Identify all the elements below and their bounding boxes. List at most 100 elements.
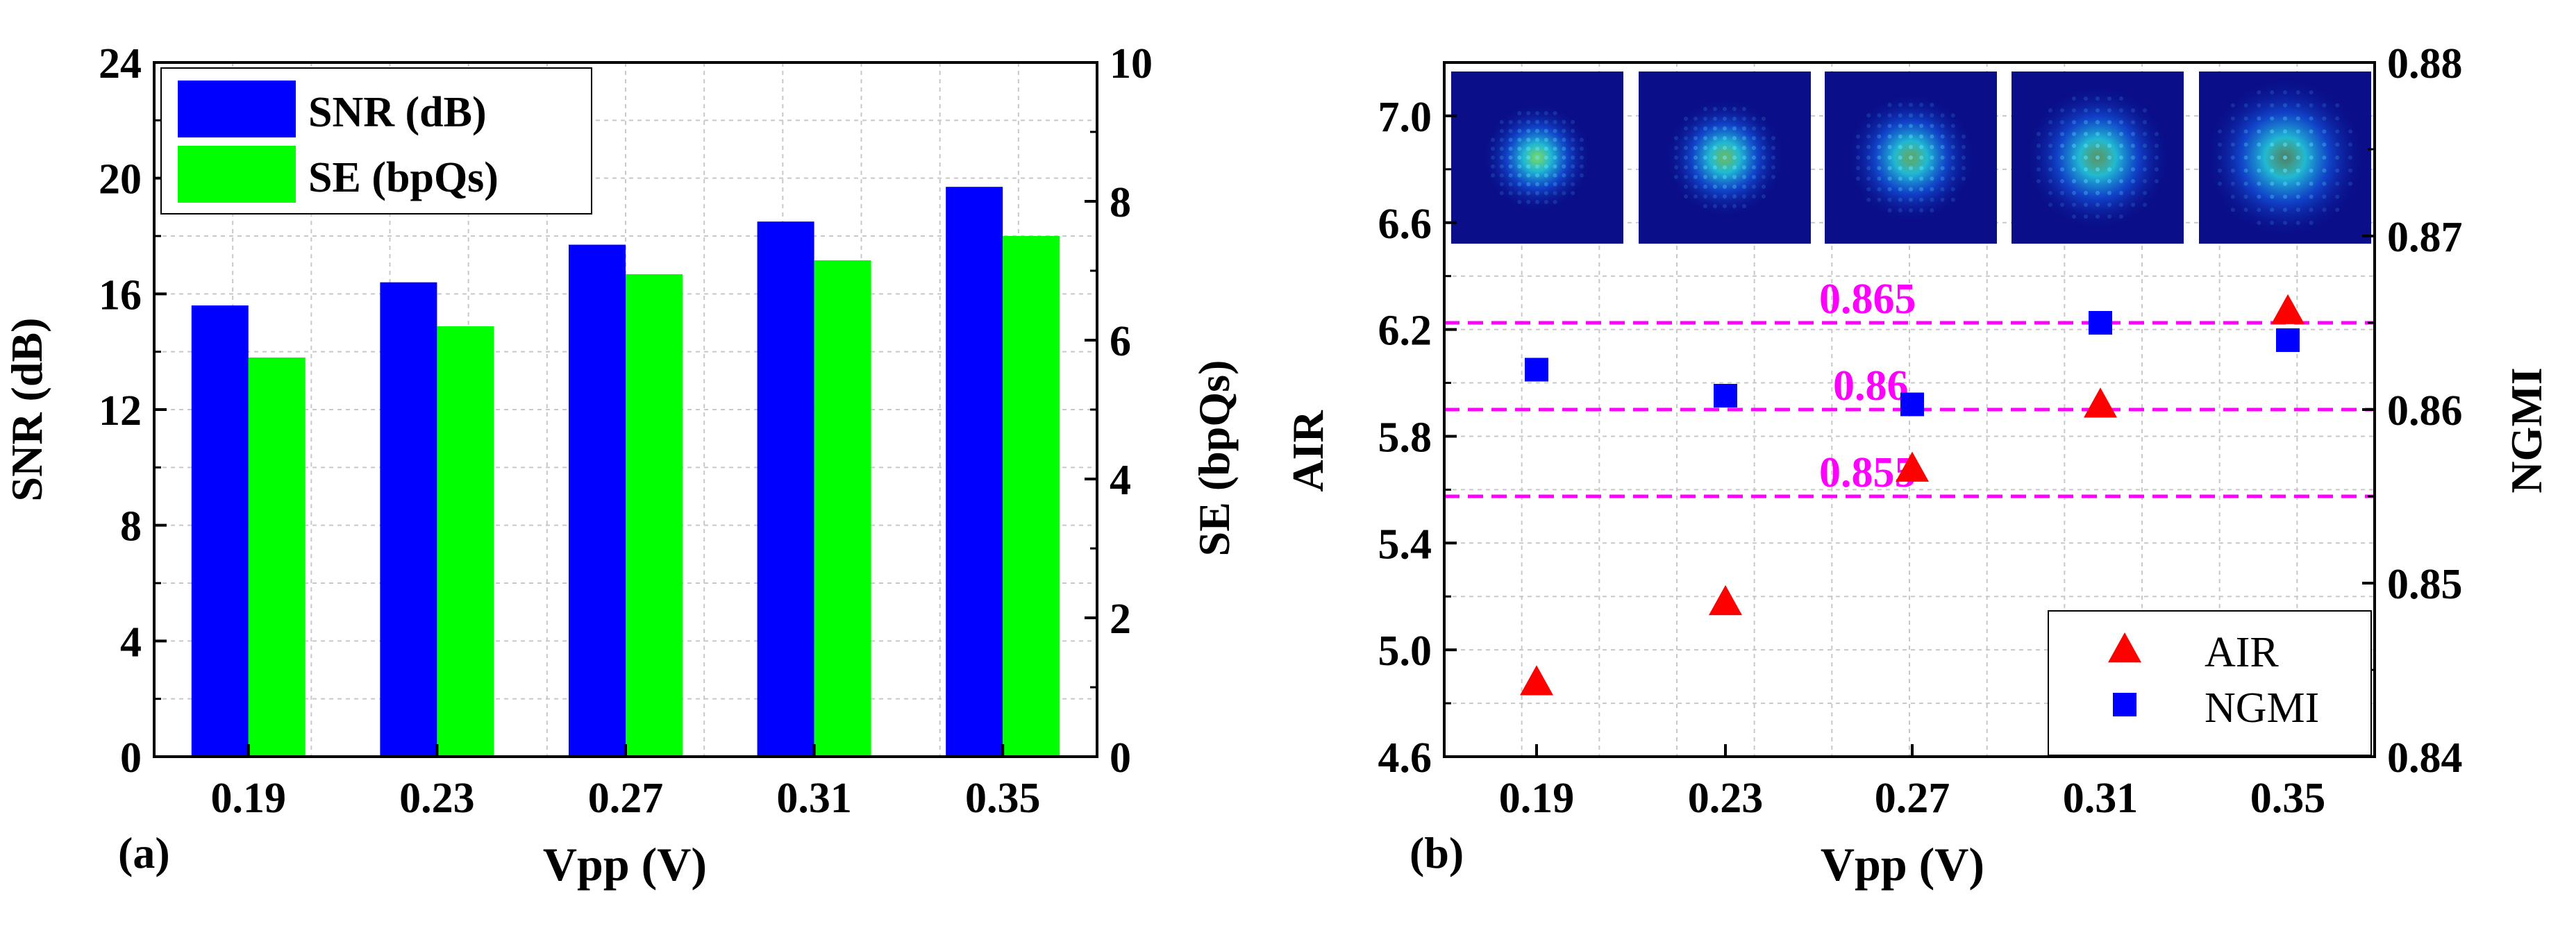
constellation-dot bbox=[1684, 185, 1688, 189]
constellation-dot bbox=[2243, 181, 2248, 186]
constellation-dot bbox=[1713, 165, 1717, 169]
legend-label-se: SE (bpQs) bbox=[308, 154, 499, 201]
panel-a-xlabel: Vpp (V) bbox=[543, 838, 707, 891]
constellation-dot bbox=[1693, 136, 1698, 140]
panel-b-reference-lines: 0.865 0.86 0.855 bbox=[1444, 276, 2375, 498]
constellation-dot bbox=[2048, 167, 2052, 171]
constellation-dot bbox=[1544, 156, 1548, 160]
constellation-dot bbox=[2084, 215, 2088, 219]
constellation-dot bbox=[2295, 194, 2300, 199]
constellation-dot bbox=[2096, 191, 2100, 195]
constellation-dot bbox=[1723, 194, 1727, 199]
constellation-dot bbox=[1562, 119, 1566, 124]
constellation-dot bbox=[1571, 137, 1575, 142]
legend-label-snr: SNR (dB) bbox=[308, 89, 487, 136]
constellation-dot bbox=[1491, 137, 1495, 142]
legend-label-ngmi: NGMI bbox=[2205, 684, 2319, 732]
constellation-dot bbox=[2072, 132, 2076, 136]
constellation-0.27 bbox=[1825, 72, 1997, 244]
constellation-dot bbox=[1491, 156, 1495, 160]
constellation-dot bbox=[2072, 144, 2076, 148]
constellation-dot bbox=[2048, 132, 2052, 136]
constellation-dot bbox=[2257, 142, 2261, 147]
constellation-dot bbox=[1703, 175, 1707, 179]
x-tick-label: 0.35 bbox=[2250, 775, 2326, 822]
reference-label-0.865: 0.865 bbox=[1819, 276, 1916, 323]
constellation-dot bbox=[2230, 142, 2235, 147]
constellation-dot bbox=[2335, 103, 2340, 108]
constellation-dot bbox=[1553, 156, 1557, 160]
constellation-dot bbox=[1703, 136, 1707, 140]
panel-b-ticks: 4.6 5.0 5.4 5.8 6.2 6.6 7.0 0.84 0.85 0.86 0.87 0.8… bbox=[1378, 40, 2463, 822]
constellation-dot bbox=[2060, 203, 2064, 207]
constellation-dot bbox=[1499, 173, 1504, 178]
constellation-dot bbox=[1856, 156, 1860, 160]
constellation-dot bbox=[1930, 134, 1934, 139]
constellation-dot bbox=[2270, 116, 2275, 121]
constellation-dot bbox=[1762, 117, 1766, 121]
constellation-dot bbox=[1693, 165, 1698, 169]
constellation-dot bbox=[1950, 187, 1955, 192]
constellation-dot bbox=[1732, 156, 1737, 160]
constellation-dot bbox=[2283, 103, 2287, 108]
constellation-dot bbox=[2218, 129, 2222, 134]
constellation-dot bbox=[1732, 194, 1737, 199]
constellation-dot bbox=[2257, 156, 2261, 160]
constellation-dot bbox=[1693, 126, 1698, 131]
constellation-dot bbox=[2107, 96, 2111, 101]
constellation-dot bbox=[2107, 179, 2111, 183]
constellation-dot bbox=[1940, 176, 1945, 181]
constellation-dot bbox=[1919, 144, 1924, 149]
constellation-dot bbox=[1526, 146, 1531, 151]
constellation-dot bbox=[2309, 156, 2314, 160]
constellation-dot bbox=[1713, 117, 1717, 121]
constellation-dot bbox=[1526, 182, 1531, 187]
constellation-dot bbox=[1887, 144, 1892, 149]
x-tick-label: 0.31 bbox=[2063, 775, 2139, 822]
panel-a-legend: SNR (dB) SE (bpQs) bbox=[160, 67, 592, 215]
constellation-dot bbox=[1877, 187, 1882, 192]
constellation-dot bbox=[2257, 129, 2261, 134]
constellation-dot bbox=[2155, 156, 2159, 160]
constellation-dot bbox=[1684, 156, 1688, 160]
constellation-0.23 bbox=[1639, 72, 1811, 244]
constellation-dot bbox=[1950, 144, 1955, 149]
constellation-dot bbox=[1508, 182, 1513, 187]
constellation-dot bbox=[2084, 203, 2088, 207]
constellation-dot bbox=[1887, 176, 1892, 181]
constellation-dot bbox=[1732, 146, 1737, 150]
constellation-dot bbox=[1866, 166, 1871, 171]
constellation-dot bbox=[1762, 194, 1766, 199]
constellation-dot bbox=[2143, 203, 2147, 207]
constellation-dot bbox=[1693, 117, 1698, 121]
y2-tick-label: 6 bbox=[1110, 318, 1131, 365]
constellation-dot bbox=[1752, 156, 1756, 160]
constellation-dot bbox=[1771, 136, 1775, 140]
constellation-dot bbox=[1742, 175, 1746, 179]
constellation-dot bbox=[1508, 119, 1513, 124]
constellation-dot bbox=[2243, 103, 2248, 108]
bar-snr-0.23 bbox=[380, 282, 437, 757]
constellation-dot bbox=[2243, 208, 2248, 212]
constellation-dot bbox=[2084, 108, 2088, 112]
constellation-dot bbox=[1723, 146, 1727, 150]
constellation-dot bbox=[2257, 208, 2261, 212]
constellation-dot bbox=[1508, 146, 1513, 151]
constellation-dot bbox=[1580, 156, 1584, 160]
constellation-dot bbox=[1742, 165, 1746, 169]
constellation-dot bbox=[1508, 173, 1513, 178]
constellation-dot bbox=[1887, 156, 1892, 160]
constellation-dot bbox=[2322, 116, 2327, 121]
constellation-dot bbox=[1723, 136, 1727, 140]
constellation-dot bbox=[2107, 215, 2111, 219]
constellation-dot bbox=[1940, 124, 1945, 128]
y-tick-label: 12 bbox=[99, 387, 142, 435]
constellation-dot bbox=[2107, 108, 2111, 112]
constellation-dot bbox=[1562, 146, 1566, 151]
constellation-dot bbox=[2295, 208, 2300, 212]
constellation-dot bbox=[2335, 142, 2340, 147]
constellation-dot bbox=[1535, 156, 1539, 160]
constellation-dot bbox=[1732, 185, 1737, 189]
constellation-dot bbox=[1535, 182, 1539, 187]
constellation-dot bbox=[1940, 166, 1945, 171]
